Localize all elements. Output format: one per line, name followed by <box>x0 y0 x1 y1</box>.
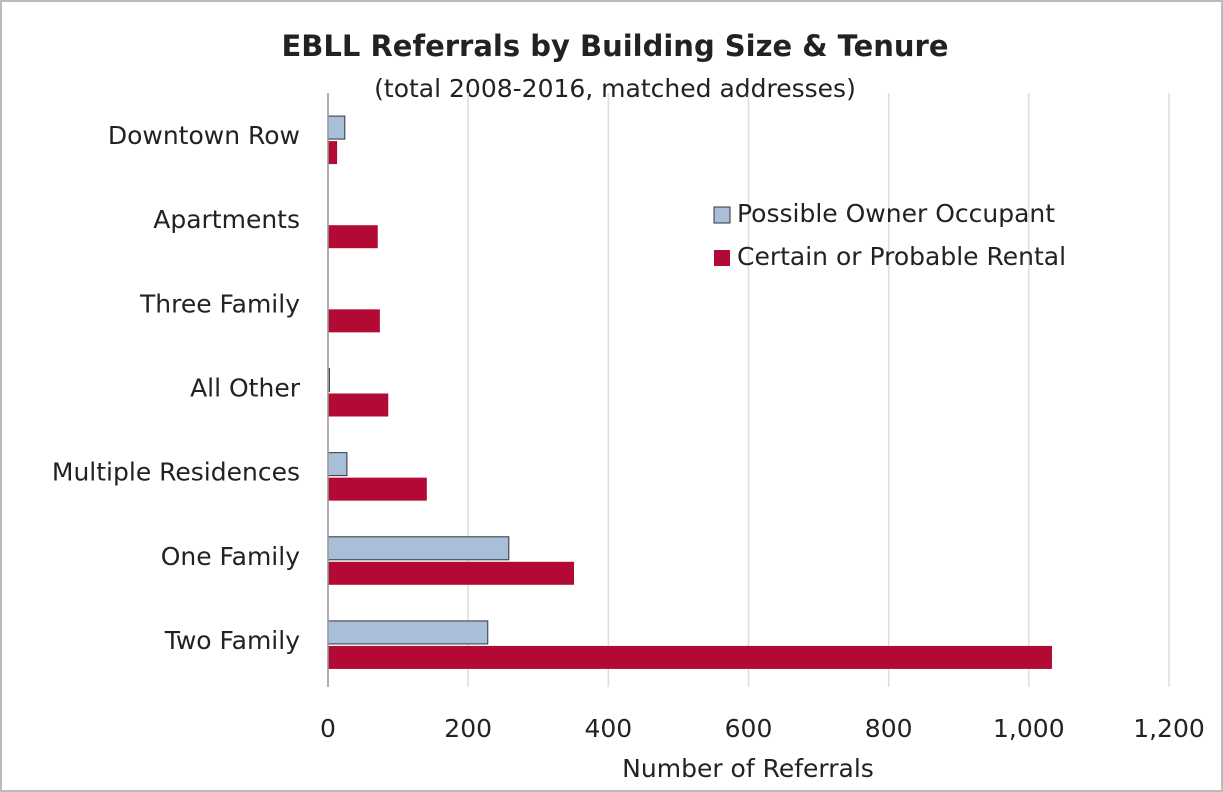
x-tick-label: 800 <box>865 714 913 743</box>
legend-swatch <box>714 250 730 266</box>
y-tick-label: One Family <box>161 542 300 571</box>
y-tick-label: Downtown Row <box>108 121 300 150</box>
bar <box>327 536 510 561</box>
y-tick-label: All Other <box>190 374 301 403</box>
y-tick-label: Two Family <box>164 626 300 655</box>
bar <box>328 393 389 417</box>
x-tick-label: 1,200 <box>1133 714 1205 743</box>
legend-label: Certain or Probable Rental <box>737 242 1066 271</box>
x-tick-label: 200 <box>444 714 492 743</box>
bar <box>328 309 380 333</box>
y-tick-label: Three Family <box>139 289 300 318</box>
x-tick-label: 1,000 <box>993 714 1065 743</box>
bar <box>328 225 378 249</box>
legend-swatch <box>713 206 731 224</box>
bar <box>327 452 348 477</box>
bar <box>327 115 346 140</box>
chart-title: EBLL Referrals by Building Size & Tenure <box>281 29 948 63</box>
x-tick-label: 400 <box>584 714 632 743</box>
x-axis-label: Number of Referrals <box>622 754 874 783</box>
x-tick-label: 0 <box>320 714 336 743</box>
bar <box>328 645 1052 669</box>
bar <box>328 477 427 501</box>
legend-label: Possible Owner Occupant <box>737 199 1055 228</box>
chart-subtitle: (total 2008-2016, matched addresses) <box>374 74 856 103</box>
bar <box>327 620 489 645</box>
bar <box>328 141 338 165</box>
x-tick-label: 600 <box>725 714 773 743</box>
bar <box>328 561 574 585</box>
y-tick-label: Multiple Residences <box>52 458 300 487</box>
y-tick-label: Apartments <box>153 205 300 234</box>
